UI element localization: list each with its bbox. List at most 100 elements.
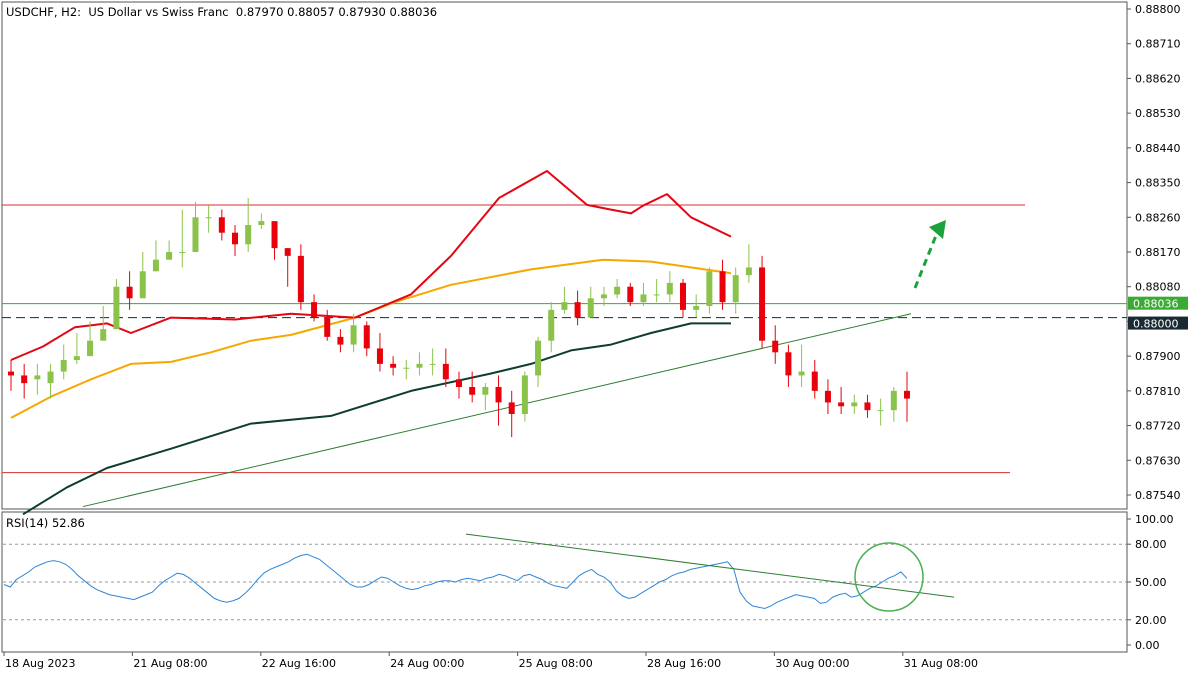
candle-body bbox=[890, 390, 897, 411]
candle[interactable] bbox=[166, 240, 173, 260]
candle[interactable] bbox=[745, 244, 752, 283]
candle[interactable] bbox=[600, 286, 607, 306]
candles bbox=[8, 198, 910, 438]
candle[interactable] bbox=[666, 271, 673, 303]
candle-body bbox=[429, 363, 436, 365]
candle[interactable] bbox=[363, 321, 370, 357]
candle[interactable] bbox=[680, 279, 686, 318]
candle[interactable] bbox=[877, 398, 884, 426]
candle-body bbox=[337, 336, 344, 345]
candle-body bbox=[600, 294, 607, 299]
candle[interactable] bbox=[653, 279, 660, 303]
candle[interactable] bbox=[337, 329, 344, 353]
candle[interactable] bbox=[574, 290, 581, 326]
candle[interactable] bbox=[456, 371, 462, 399]
candle[interactable] bbox=[271, 221, 278, 260]
candle[interactable] bbox=[627, 282, 634, 306]
candle[interactable] bbox=[904, 371, 910, 422]
candle-body bbox=[192, 217, 199, 252]
candle[interactable] bbox=[521, 371, 528, 422]
candle[interactable] bbox=[390, 356, 397, 376]
candle[interactable] bbox=[798, 344, 805, 387]
candle[interactable] bbox=[139, 252, 146, 299]
candle[interactable] bbox=[284, 248, 291, 287]
candle[interactable] bbox=[719, 259, 726, 310]
candle[interactable] bbox=[87, 321, 94, 357]
candle-body bbox=[693, 306, 700, 310]
candle[interactable] bbox=[47, 363, 54, 399]
candle-body bbox=[60, 360, 67, 372]
price-tick-label: 0.88260 bbox=[1135, 211, 1181, 224]
candle[interactable] bbox=[535, 336, 542, 387]
candle[interactable] bbox=[258, 213, 265, 229]
candle[interactable] bbox=[324, 309, 331, 341]
candle[interactable] bbox=[614, 279, 621, 299]
candle-body bbox=[535, 340, 542, 376]
candle-body bbox=[442, 363, 449, 380]
ma-red-line[interactable] bbox=[10, 170, 732, 361]
symbol-label: USDCHF, H2: bbox=[6, 5, 82, 19]
time-label: 22 Aug 16:00 bbox=[262, 657, 336, 670]
candle[interactable] bbox=[469, 371, 476, 403]
candle[interactable] bbox=[113, 279, 120, 330]
candle[interactable] bbox=[706, 267, 713, 314]
candle[interactable] bbox=[732, 267, 739, 314]
candle[interactable] bbox=[8, 360, 14, 391]
candle[interactable] bbox=[73, 333, 80, 364]
candle[interactable] bbox=[311, 294, 318, 322]
ohlc-values: 0.87970 0.88057 0.87930 0.88036 bbox=[235, 5, 438, 19]
candle[interactable] bbox=[376, 333, 383, 372]
candle[interactable] bbox=[772, 325, 779, 364]
candle[interactable] bbox=[429, 348, 436, 376]
candle[interactable] bbox=[548, 302, 555, 353]
candle[interactable] bbox=[785, 344, 792, 387]
candle-body bbox=[653, 294, 660, 296]
price-tick-label: 0.87720 bbox=[1135, 420, 1181, 433]
candle[interactable] bbox=[890, 387, 897, 422]
candle-body bbox=[508, 402, 515, 414]
candle[interactable] bbox=[350, 313, 357, 353]
candle[interactable] bbox=[851, 394, 858, 414]
chart-header: USDCHF, H2: US Dollar vs Swiss Franc 0.8… bbox=[6, 5, 437, 19]
candle[interactable] bbox=[60, 344, 67, 380]
candle[interactable] bbox=[561, 286, 568, 314]
price-tick-label: 0.88440 bbox=[1135, 142, 1181, 155]
candle[interactable] bbox=[811, 360, 818, 399]
rsi-trendline[interactable] bbox=[465, 533, 955, 598]
candle[interactable] bbox=[34, 363, 41, 395]
candle[interactable] bbox=[245, 198, 252, 252]
candle[interactable] bbox=[152, 240, 159, 272]
candle[interactable] bbox=[21, 363, 28, 399]
candle[interactable] bbox=[864, 394, 871, 418]
candle[interactable] bbox=[442, 348, 449, 387]
candle-body bbox=[851, 402, 858, 407]
candle[interactable] bbox=[587, 286, 594, 318]
candle[interactable] bbox=[508, 390, 515, 438]
candle[interactable] bbox=[297, 244, 304, 310]
ma-orange-line[interactable] bbox=[10, 258, 732, 419]
ma-dark-line[interactable] bbox=[22, 322, 731, 516]
candle[interactable] bbox=[205, 205, 212, 233]
candle[interactable] bbox=[759, 255, 766, 349]
candle[interactable] bbox=[100, 306, 107, 341]
candle[interactable] bbox=[192, 201, 199, 252]
rsi-line[interactable] bbox=[3, 553, 908, 610]
candle-body bbox=[152, 259, 159, 272]
candle[interactable] bbox=[824, 379, 831, 414]
candle-body bbox=[587, 298, 594, 318]
candle[interactable] bbox=[693, 294, 700, 318]
candle[interactable] bbox=[838, 387, 845, 414]
candle[interactable] bbox=[403, 360, 410, 380]
candle[interactable] bbox=[482, 383, 489, 411]
candle[interactable] bbox=[232, 225, 238, 256]
price-tick-label: 0.87900 bbox=[1135, 350, 1181, 363]
candle[interactable] bbox=[218, 209, 225, 241]
candle[interactable] bbox=[640, 282, 647, 306]
dashed-level-tag: 0.88000 bbox=[1128, 316, 1188, 331]
candle-body bbox=[297, 255, 304, 303]
candle[interactable] bbox=[126, 271, 133, 310]
candle[interactable] bbox=[495, 375, 502, 426]
candle[interactable] bbox=[416, 352, 423, 376]
candle[interactable] bbox=[179, 209, 186, 268]
